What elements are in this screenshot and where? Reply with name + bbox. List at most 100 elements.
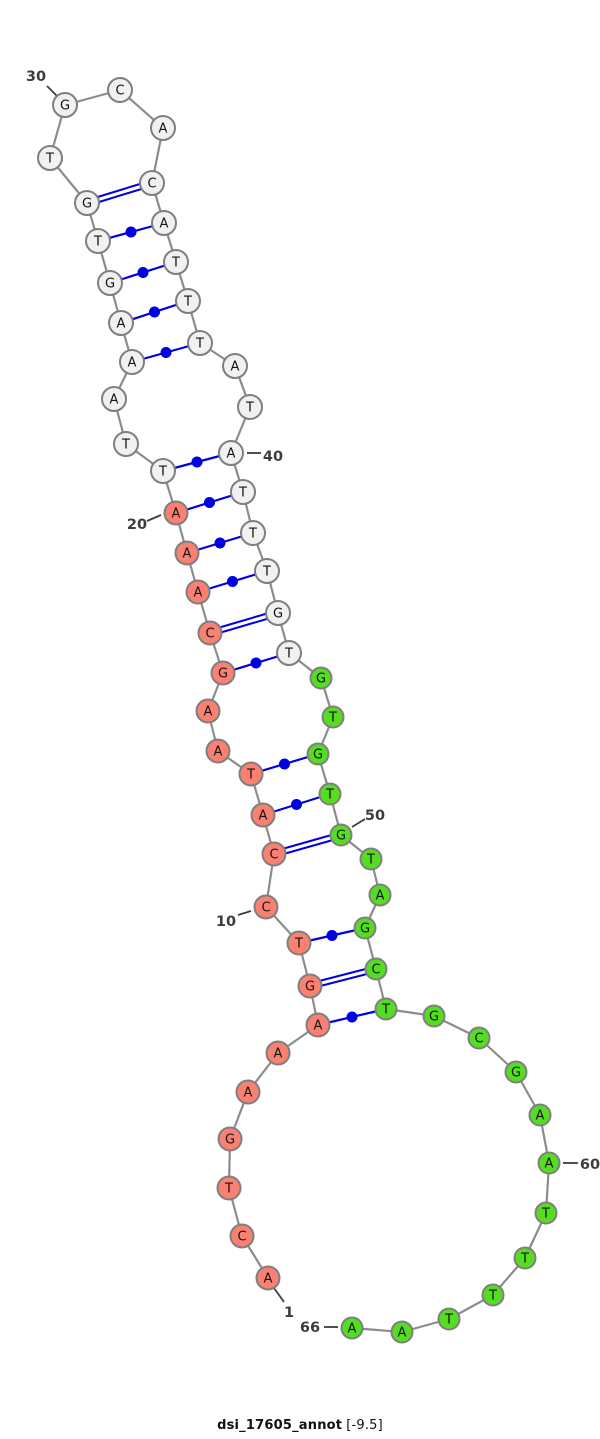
nucleotide-61 [534,1201,558,1225]
nucleotide-31 [107,77,133,103]
nucleotide-57 [467,1026,491,1050]
nucleotide-22 [113,431,139,457]
nucleotide-letter: A [314,1019,323,1034]
nucleotide-28 [74,190,100,216]
nucleotide-letter: C [147,177,156,192]
nucleotide-letter: A [259,809,268,824]
position-label-50: 50 [365,808,385,824]
nucleotide-letter: G [82,197,92,212]
nucleotide-letter: T [248,527,257,542]
nucleotide-letter: A [231,360,240,375]
nucleotide-59 [528,1103,552,1127]
nucleotide-15 [195,698,221,724]
position-label-10: 10 [216,914,236,930]
nucleotide-44 [265,600,291,626]
label-tick [273,1287,285,1303]
nucleotide-letter: T [171,256,180,271]
nucleotide-letter: A [110,393,119,408]
pair-bond-dot [125,226,137,238]
pair-bond-dot [279,758,290,770]
pair-bond-dot [227,576,238,587]
pair-bond-dot [250,657,262,669]
position-label-20: 20 [127,517,147,533]
nucleotide-51 [359,847,383,871]
nucleotide-letter: T [93,235,102,250]
caption-energy: [-9.5] [346,1418,383,1433]
nucleotide-37 [187,330,213,356]
nucleotide-24 [119,349,145,375]
nucleotide-letter: A [536,1109,545,1124]
nucleotide-letter: G [273,607,283,622]
nucleotide-letter: T [224,1182,233,1197]
pair-bond-dot [346,1011,358,1023]
nucleotide-letter: A [159,122,168,137]
nucleotide-13 [238,761,264,787]
nucleotide-letter: A [214,745,223,760]
nucleotide-18 [185,579,211,605]
pair-bond-dot [214,537,226,549]
nucleotide-35 [163,249,189,275]
nucleotide-56 [422,1004,446,1028]
pair-bond-dot [137,267,149,278]
nucleotide-letter: T [262,565,271,580]
nucleotide-43 [254,558,280,584]
nucleotide-letter: T [183,295,192,310]
nucleotide-27 [85,228,111,254]
nucleotide-letter: T [381,1003,390,1018]
nucleotide-letter: C [237,1230,246,1245]
nucleotide-54 [364,957,388,981]
nucleotide-66 [340,1316,364,1340]
nucleotide-letter: C [474,1032,483,1047]
nucleotide-53 [353,916,377,940]
nucleotide-letter: G [336,829,346,844]
pair-bond-dot [149,306,160,318]
nucleotide-1 [255,1265,281,1291]
nucleotide-32 [150,115,176,141]
position-label-30: 30 [26,69,46,85]
nucleotide-38 [222,353,248,379]
nucleotide-8 [297,973,323,999]
nucleotide-65 [390,1320,414,1344]
nucleotide-17 [197,620,223,646]
caption-name: dsi_17605_annot [217,1418,343,1433]
nucleotide-23 [101,386,127,412]
position-label-66: 66 [300,1320,320,1336]
nucleotide-letter: T [541,1207,550,1222]
nucleotide-letter: A [172,507,181,522]
nucleotide-letter: T [238,486,247,501]
nucleotide-30 [52,92,78,118]
nucleotide-60 [537,1151,561,1175]
nucleotide-25 [108,310,134,336]
nucleotide-62 [513,1246,537,1270]
nucleotide-letter: A [376,889,385,904]
nucleotide-letter: G [225,1133,235,1148]
nucleotide-letter: G [218,667,228,682]
nucleotide-letter: T [444,1313,453,1328]
nucleotide-letter: G [105,277,115,292]
nucleotide-letter: A [348,1322,357,1337]
nucleotide-letter: T [246,768,255,783]
nucleotide-letter: A [128,356,137,371]
nucleotide-letter: G [313,748,323,763]
nucleotide-letter: C [261,901,270,916]
nucleotide-21 [150,458,176,484]
nucleotide-46 [309,666,333,690]
nucleotide-letter: T [325,788,334,803]
label-tick [146,514,162,522]
pair-bond-dot [326,930,338,941]
nucleotide-letter: T [195,337,204,352]
nucleotide-3 [216,1175,242,1201]
nucleotide-9 [286,930,312,956]
pair-bond-dot [204,497,215,508]
nucleotide-34 [151,210,177,236]
position-label-1: 1 [284,1305,294,1321]
nucleotide-64 [437,1307,461,1331]
nucleotide-letter: C [115,84,124,99]
nucleotide-11 [261,841,287,867]
nucleotide-letter: A [194,586,203,601]
nucleotide-41 [230,479,256,505]
nucleotide-5 [235,1079,261,1105]
nucleotide-33 [139,170,165,196]
nucleotide-42 [240,520,266,546]
nucleotide-letter: T [121,438,130,453]
